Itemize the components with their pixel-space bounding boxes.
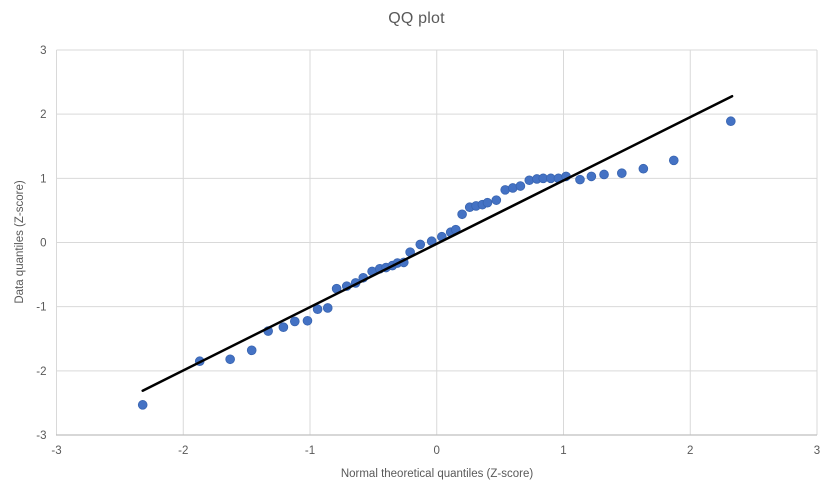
chart-title: QQ plot: [388, 10, 445, 27]
x-tick-label: -1: [305, 445, 315, 457]
scatter-point: [246, 345, 257, 356]
scatter-point: [575, 174, 585, 185]
x-tick-label: 2: [687, 445, 693, 457]
scatter-point: [225, 354, 235, 365]
scatter-point: [638, 163, 649, 174]
scatter-point: [415, 239, 426, 250]
y-tick-label: 1: [40, 173, 46, 185]
y-tick-label: -2: [36, 366, 46, 378]
scatter-point: [457, 209, 467, 220]
y-tick-label: 2: [40, 109, 46, 121]
scatter-point: [726, 116, 736, 127]
scatter-point: [586, 171, 597, 182]
scatter-point: [137, 400, 148, 410]
scatter-point: [302, 315, 313, 326]
x-tick-label: -2: [178, 445, 188, 457]
y-tick-label: -1: [36, 302, 46, 314]
x-tick-label: 3: [814, 445, 820, 457]
y-tick-label: 0: [40, 238, 46, 250]
scatter-point: [491, 195, 502, 205]
scatter-point: [312, 304, 323, 315]
x-tick-label: 1: [560, 445, 566, 457]
y-axis-title: Data quantiles (Z-score): [14, 180, 26, 304]
x-tick-label: -3: [51, 445, 61, 457]
y-tick-label: 3: [40, 45, 46, 57]
x-tick-label: 0: [434, 445, 440, 457]
scatter-point: [599, 169, 609, 180]
scatter-point: [668, 155, 679, 166]
reference-line: [141, 94, 734, 392]
y-tick-label: -3: [36, 430, 46, 442]
x-axis-title: Normal theoretical quantiles (Z-score): [340, 468, 534, 480]
scatter-point: [617, 168, 627, 179]
scatter-point: [322, 303, 333, 313]
scatter-point: [289, 316, 300, 327]
scatter-point: [482, 197, 493, 208]
scatter-point: [278, 322, 289, 333]
scatter-point: [515, 181, 526, 191]
